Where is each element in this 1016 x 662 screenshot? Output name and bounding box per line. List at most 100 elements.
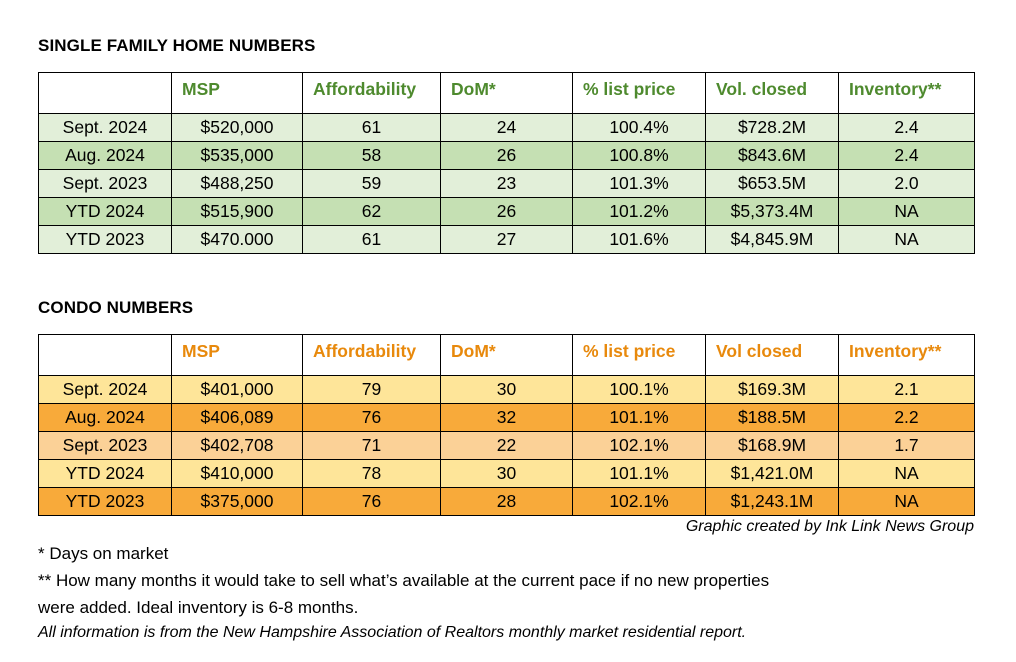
table-cell: $653.5M xyxy=(705,169,839,198)
column-header: Affordability xyxy=(302,72,441,114)
table-cell: 22 xyxy=(440,431,573,460)
column-header: MSP xyxy=(171,72,303,114)
table-cell: 28 xyxy=(440,487,573,516)
row-label: YTD 2023 xyxy=(38,487,172,516)
table-row: Sept. 2024 $401,000 79 30 100.1% $169.3M 2.1 xyxy=(38,375,975,404)
table-cell: 30 xyxy=(440,459,573,488)
column-header: MSP xyxy=(171,334,303,376)
single-family-table: MSP Affordability DoM*% list price Vol. clo… xyxy=(38,72,975,254)
table-cell: 61 xyxy=(302,225,441,254)
row-label: YTD 2024 xyxy=(38,459,172,488)
column-header: Vol. closed xyxy=(705,72,839,114)
table-cell: 100.8% xyxy=(572,141,706,170)
table-cell: 101.1% xyxy=(572,459,706,488)
table-cell: $4,845.9M xyxy=(705,225,839,254)
table-cell: $520,000 xyxy=(171,113,303,142)
table-cell: 71 xyxy=(302,431,441,460)
table-row: Aug. 2024 $535,000 58 26 100.8% $843.6M 2.4 xyxy=(38,141,975,170)
table-row: YTD 2023 $375,000 76 28 102.1% $1,243.1M NA xyxy=(38,487,975,516)
table-cell: 24 xyxy=(440,113,573,142)
row-label: YTD 2024 xyxy=(38,197,172,226)
column-header: % list price xyxy=(572,334,706,376)
table-cell: $515,900 xyxy=(171,197,303,226)
column-header xyxy=(38,72,172,114)
note-dom: * Days on market xyxy=(38,544,169,563)
column-header: % list price xyxy=(572,72,706,114)
row-label: Sept. 2024 xyxy=(38,375,172,404)
table-cell: $470.000 xyxy=(171,225,303,254)
table-cell: $168.9M xyxy=(705,431,839,460)
table-cell: NA xyxy=(838,459,975,488)
note-inventory-line1: ** How many months it would take to sell… xyxy=(38,571,770,590)
table-cell: 27 xyxy=(440,225,573,254)
column-header: DoM* xyxy=(440,72,573,114)
table-cell: 30 xyxy=(440,375,573,404)
table-row: Sept. 2024 $520,000 61 24 100.4% $728.2M 2.4 xyxy=(38,113,975,142)
table-cell: 2.1 xyxy=(838,375,975,404)
table-row: YTD 2024 $410,000 78 30 101.1% $1,421.0M NA xyxy=(38,459,975,488)
table-cell: 100.4% xyxy=(572,113,706,142)
table-cell: 76 xyxy=(302,403,441,432)
note-inventory-line2: were added. Ideal inventory is 6-8 month… xyxy=(38,598,359,617)
table-cell: NA xyxy=(838,197,975,226)
table-cell: $488,250 xyxy=(171,169,303,198)
condo-title: CONDO NUMBERS xyxy=(38,298,194,317)
column-header xyxy=(38,334,172,376)
note-source: All information is from the New Hampshir… xyxy=(38,624,747,641)
table-cell: $5,373.4M xyxy=(705,197,839,226)
table-cell: $402,708 xyxy=(171,431,303,460)
table-cell: 101.2% xyxy=(572,197,706,226)
table-cell: $410,000 xyxy=(171,459,303,488)
table-cell: 101.1% xyxy=(572,403,706,432)
table-cell: 26 xyxy=(440,197,573,226)
column-header: Affordability xyxy=(302,334,441,376)
table-row: YTD 2023 $470.000 61 27 101.6% $4,845.9M NA xyxy=(38,225,975,254)
row-label: Sept. 2024 xyxy=(38,113,172,142)
table-cell: 1.7 xyxy=(838,431,975,460)
table-cell: $406,089 xyxy=(171,403,303,432)
table-cell: $401,000 xyxy=(171,375,303,404)
table-cell: 23 xyxy=(440,169,573,198)
column-header: Inventory** xyxy=(838,72,975,114)
row-label: Sept. 2023 xyxy=(38,169,172,198)
row-label: Aug. 2024 xyxy=(38,403,172,432)
table-cell: $728.2M xyxy=(705,113,839,142)
table-cell: 32 xyxy=(440,403,573,432)
table-cell: NA xyxy=(838,487,975,516)
table-header-row: MSP Affordability DoM*% list price Vol clos… xyxy=(38,334,975,376)
row-label: Aug. 2024 xyxy=(38,141,172,170)
table-cell: 61 xyxy=(302,113,441,142)
table-cell: 100.1% xyxy=(572,375,706,404)
table-cell: 78 xyxy=(302,459,441,488)
table-cell: 58 xyxy=(302,141,441,170)
table-cell: 2.4 xyxy=(838,113,975,142)
table-cell: $1,421.0M xyxy=(705,459,839,488)
graphic-credit: Graphic created by Ink Link News Group xyxy=(685,518,974,535)
table-cell: $535,000 xyxy=(171,141,303,170)
table-row: Sept. 2023 $402,708 71 22 102.1% $168.9M 1.7 xyxy=(38,431,975,460)
row-label: Sept. 2023 xyxy=(38,431,172,460)
table-row: Aug. 2024 $406,089 76 32 101.1% $188.5M 2.2 xyxy=(38,403,975,432)
column-header: Vol closed xyxy=(705,334,839,376)
table-cell: $843.6M xyxy=(705,141,839,170)
table-row: YTD 2024 $515,900 62 26 101.2% $5,373.4M NA xyxy=(38,197,975,226)
table-cell: 62 xyxy=(302,197,441,226)
table-cell: $188.5M xyxy=(705,403,839,432)
table-cell: $169.3M xyxy=(705,375,839,404)
table-header-row: MSP Affordability DoM*% list price Vol. clo… xyxy=(38,72,975,114)
table-cell: NA xyxy=(838,225,975,254)
single-family-title: SINGLE FAMILY HOME NUMBERS xyxy=(38,36,316,55)
row-label: YTD 2023 xyxy=(38,225,172,254)
table-cell: 2.4 xyxy=(838,141,975,170)
table-cell: 101.3% xyxy=(572,169,706,198)
table-cell: 26 xyxy=(440,141,573,170)
column-header: Inventory** xyxy=(838,334,975,376)
table-cell: 102.1% xyxy=(572,431,706,460)
condo-table: MSP Affordability DoM*% list price Vol clos… xyxy=(38,334,975,516)
table-row: Sept. 2023 $488,250 59 23 101.3% $653.5M 2.0 xyxy=(38,169,975,198)
column-header: DoM* xyxy=(440,334,573,376)
table-cell: 79 xyxy=(302,375,441,404)
table-cell: 59 xyxy=(302,169,441,198)
table-cell: 2.2 xyxy=(838,403,975,432)
table-cell: 76 xyxy=(302,487,441,516)
